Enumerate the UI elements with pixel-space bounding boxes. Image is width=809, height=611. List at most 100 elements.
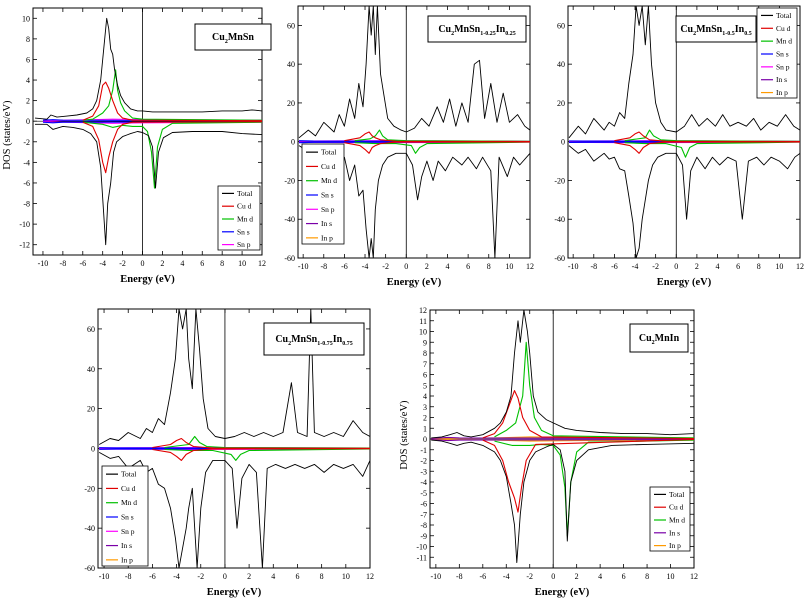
x-tick-label: -6 — [479, 572, 486, 581]
legend-label: Mn d — [237, 215, 253, 224]
y-tick-label: 5 — [423, 381, 427, 390]
x-tick-label: -6 — [79, 259, 86, 268]
legend-label: Cu d — [237, 202, 252, 211]
legend-label: Sn p — [121, 527, 135, 536]
legend-label: In p — [776, 88, 788, 97]
x-tick-label: -6 — [341, 262, 348, 271]
y-tick-label: 11 — [419, 317, 427, 326]
x-tick-label: -4 — [99, 259, 106, 268]
legend-label: In p — [669, 541, 681, 550]
x-tick-label: 4 — [446, 262, 450, 271]
y-tick-label: -9 — [420, 532, 427, 541]
legend-label: Mn d — [321, 176, 337, 185]
y-tick-label: -8 — [23, 200, 30, 209]
x-tick-label: 2 — [247, 572, 251, 581]
x-tick-label: 2 — [425, 262, 429, 271]
x-tick-label: 0 — [141, 259, 145, 268]
legend-label: Sn p — [321, 205, 335, 214]
y-tick-label: -10 — [416, 543, 427, 552]
series-cu-d-up — [344, 132, 530, 142]
x-tick-label: 4 — [180, 259, 184, 268]
y-tick-label: 6 — [423, 371, 427, 380]
x-tick-label: 6 — [200, 259, 204, 268]
y-tick-label: 40 — [287, 60, 295, 69]
x-tick-label: -2 — [652, 262, 659, 271]
y-tick-label: 2 — [26, 97, 30, 106]
legend-label: Mn d — [776, 37, 792, 46]
legend-label: Mn d — [669, 516, 685, 525]
x-tick-label: -8 — [60, 259, 67, 268]
series-cu-d-down — [83, 122, 262, 173]
x-tick-label: -10 — [568, 262, 579, 271]
legend-label: In p — [321, 233, 333, 242]
y-tick-label: 8 — [26, 35, 30, 44]
y-tick-label: -7 — [420, 510, 427, 519]
x-tick-label: 0 — [551, 572, 555, 581]
y-tick-label: -20 — [554, 176, 565, 185]
x-tick-label: 8 — [320, 572, 324, 581]
x-tick-label: 8 — [220, 259, 224, 268]
legend-label: In s — [321, 219, 332, 228]
x-tick-label: 12 — [366, 572, 374, 581]
x-tick-label: -10 — [298, 262, 309, 271]
y-tick-label: -40 — [554, 215, 565, 224]
x-tick-label: 12 — [796, 262, 804, 271]
x-tick-label: 6 — [466, 262, 470, 271]
y-tick-label: 20 — [557, 99, 565, 108]
y-tick-label: -60 — [554, 254, 565, 263]
x-axis-label: Energy (eV) — [535, 587, 590, 598]
y-tick-label: 1 — [423, 424, 427, 433]
x-tick-label: 12 — [258, 259, 266, 268]
y-tick-label: 6 — [26, 55, 30, 64]
legend-label: Mn d — [121, 498, 137, 507]
legend-label: In s — [121, 541, 132, 550]
x-tick-label: 4 — [271, 572, 275, 581]
x-tick-label: 12 — [526, 262, 534, 271]
x-tick-label: -4 — [362, 262, 369, 271]
series-mn-d-up — [495, 342, 695, 438]
x-tick-label: 0 — [674, 262, 678, 271]
x-tick-label: -6 — [611, 262, 618, 271]
y-axis-label: DOS (states/eV) — [399, 400, 410, 470]
y-tick-label: 7 — [423, 360, 427, 369]
y-tick-label: -2 — [23, 138, 30, 147]
x-tick-label: 10 — [667, 572, 675, 581]
y-tick-label: -8 — [420, 521, 427, 530]
x-tick-label: -2 — [382, 262, 389, 271]
y-tick-label: -6 — [23, 179, 30, 188]
x-tick-label: 2 — [160, 259, 164, 268]
y-tick-label: -60 — [284, 254, 295, 263]
y-tick-label: 0 — [291, 138, 295, 147]
y-tick-label: 4 — [26, 76, 30, 85]
y-tick-label: 0 — [423, 435, 427, 444]
x-tick-label: 0 — [404, 262, 408, 271]
y-tick-label: 40 — [557, 60, 565, 69]
y-tick-label: -40 — [284, 215, 295, 224]
x-tick-label: -10 — [38, 259, 49, 268]
x-tick-label: -4 — [632, 262, 639, 271]
series-mn-d-up — [83, 70, 262, 120]
y-tick-label: 9 — [423, 338, 427, 347]
x-tick-label: 2 — [575, 572, 579, 581]
legend-label: Total — [321, 148, 336, 157]
legend-label: Sn s — [237, 227, 250, 236]
y-tick-label: 60 — [287, 21, 295, 30]
x-tick-label: 10 — [238, 259, 246, 268]
x-tick-label: 8 — [757, 262, 761, 271]
x-tick-label: 12 — [690, 572, 698, 581]
x-axis-label: Energy (eV) — [120, 274, 175, 285]
x-tick-label: 4 — [598, 572, 602, 581]
x-tick-label: 8 — [645, 572, 649, 581]
legend-label: Sn p — [776, 62, 790, 71]
series-mn-d-down — [625, 142, 800, 157]
series-cu-d-up — [614, 132, 800, 142]
legend-label: Cu d — [321, 162, 336, 171]
legend-label: Cu d — [121, 484, 136, 493]
y-tick-label: -40 — [84, 524, 95, 533]
